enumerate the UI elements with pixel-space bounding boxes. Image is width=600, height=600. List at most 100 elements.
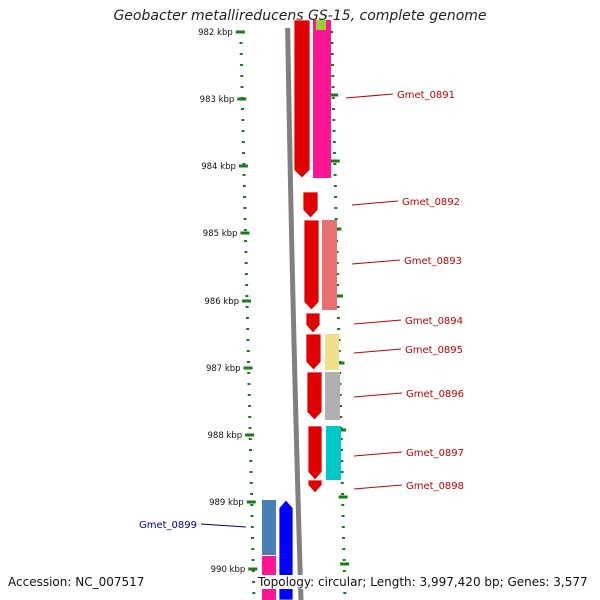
scale-dot-left bbox=[243, 207, 247, 209]
scale-dot-right bbox=[336, 284, 340, 286]
scale-dot-right bbox=[337, 350, 341, 352]
scale-dot-right bbox=[342, 570, 346, 572]
gene-label-leader bbox=[351, 259, 401, 265]
scale-dot-right bbox=[335, 262, 339, 264]
gene-label[interactable]: Gmet_0899 bbox=[139, 520, 197, 531]
scale-tick-label: 986 kbp bbox=[204, 297, 239, 307]
gene-label[interactable]: Gmet_0896 bbox=[406, 389, 464, 400]
scale-tick-label: 990 kbp bbox=[211, 565, 246, 575]
gene-label[interactable]: Gmet_0894 bbox=[405, 316, 463, 327]
scale-dot-left bbox=[241, 108, 245, 110]
scale-dot-left bbox=[251, 559, 255, 561]
scale-dot-left bbox=[249, 449, 252, 451]
scale-dot-left bbox=[242, 174, 246, 176]
scale-dot-left bbox=[241, 130, 245, 132]
scale-dot-right bbox=[330, 53, 334, 55]
scale-major-tick bbox=[333, 294, 343, 298]
gene-arrow[interactable] bbox=[307, 479, 323, 494]
scale-dot-right bbox=[334, 218, 338, 220]
scale-dot-right bbox=[334, 207, 338, 209]
scale-dot-left bbox=[241, 141, 245, 143]
gene-label[interactable]: Gmet_0898 bbox=[406, 481, 464, 492]
gene-arrow[interactable] bbox=[293, 19, 311, 179]
scale-dot-right bbox=[340, 460, 344, 462]
scale-dot-right bbox=[343, 592, 347, 594]
scale-major-tick bbox=[340, 562, 350, 566]
gene-partner-box[interactable] bbox=[325, 372, 340, 420]
scale-dot-left bbox=[242, 185, 246, 187]
scale-dot-left bbox=[249, 460, 253, 462]
scale-major-tick bbox=[246, 500, 256, 504]
scale-dot-right bbox=[338, 394, 342, 396]
scale-dot-right bbox=[330, 31, 334, 33]
scale-dot-left bbox=[246, 339, 250, 341]
gene-label-leader bbox=[351, 200, 399, 206]
scale-dot-left bbox=[252, 581, 256, 583]
gene-label-leader bbox=[353, 348, 402, 354]
scale-major-tick bbox=[337, 428, 347, 432]
scale-dot-right bbox=[332, 130, 336, 132]
scale-dot-left bbox=[239, 53, 243, 55]
gene-partner-box[interactable] bbox=[326, 426, 341, 480]
scale-dot-left bbox=[246, 361, 250, 363]
gene-arrow[interactable] bbox=[303, 219, 320, 311]
gene-arrow[interactable] bbox=[307, 425, 323, 481]
gene-partner-box[interactable] bbox=[313, 20, 331, 178]
scale-dot-left bbox=[249, 471, 253, 473]
scale-dot-left bbox=[250, 515, 254, 517]
scale-dot-left bbox=[240, 75, 244, 77]
scale-dot-right bbox=[332, 119, 336, 121]
scale-dot-left bbox=[251, 548, 255, 550]
scale-dot-left bbox=[245, 317, 249, 319]
gene-label-leader bbox=[353, 484, 403, 490]
scale-dot-right bbox=[342, 559, 346, 561]
scale-major-tick bbox=[243, 366, 253, 370]
gene-label[interactable]: Gmet_0891 bbox=[397, 90, 455, 101]
gene-partner-box[interactable] bbox=[262, 500, 276, 555]
scale-dot-left bbox=[243, 196, 247, 198]
scale-dot-right bbox=[341, 493, 345, 495]
gene-arrow[interactable] bbox=[305, 333, 322, 371]
scale-dot-left bbox=[245, 295, 249, 297]
gene-arrow[interactable] bbox=[302, 191, 319, 219]
scale-dot-left bbox=[241, 119, 245, 121]
scale-tick-label: 987 kbp bbox=[206, 364, 241, 374]
genome-backbone bbox=[285, 27, 304, 600]
scale-dot-left bbox=[245, 284, 249, 286]
scale-dot-right bbox=[335, 273, 339, 275]
gene-partner-box[interactable] bbox=[316, 20, 326, 30]
scale-dot-right bbox=[333, 185, 337, 187]
gene-label-leader bbox=[200, 523, 247, 528]
gene-arrow[interactable] bbox=[305, 312, 321, 334]
gene-label[interactable]: Gmet_0895 bbox=[405, 345, 463, 356]
scale-dot-right bbox=[341, 504, 345, 506]
scale-dot-right bbox=[336, 317, 340, 319]
scale-dot-right bbox=[340, 449, 343, 451]
scale-dot-left bbox=[240, 64, 244, 66]
scale-dot-left bbox=[247, 394, 251, 396]
gene-label[interactable]: Gmet_0892 bbox=[402, 197, 460, 208]
scale-tick-label: 984 kbp bbox=[201, 162, 236, 172]
scale-dot-left bbox=[251, 570, 255, 572]
scale-major-tick bbox=[329, 93, 339, 97]
gene-label[interactable]: Gmet_0893 bbox=[404, 256, 462, 267]
gene-partner-box[interactable] bbox=[325, 334, 339, 370]
scale-dot-left bbox=[242, 163, 246, 165]
scale-dot-right bbox=[341, 526, 345, 528]
scale-dot-left bbox=[247, 372, 251, 374]
scale-dot-left bbox=[250, 526, 254, 528]
scale-dot-left bbox=[245, 306, 249, 308]
scale-dot-right bbox=[340, 482, 344, 484]
map-title: Geobacter metallireducens GS-15, complet… bbox=[113, 8, 487, 24]
scale-tick-label: 983 kbp bbox=[200, 95, 235, 105]
scale-dot-right bbox=[331, 86, 335, 88]
gene-partner-box[interactable] bbox=[322, 220, 337, 310]
scale-dot-right bbox=[330, 42, 334, 44]
scale-dot-right bbox=[333, 152, 337, 154]
gene-label[interactable]: Gmet_0897 bbox=[406, 448, 464, 459]
gene-arrow[interactable] bbox=[306, 371, 323, 421]
scale-dot-right bbox=[331, 64, 335, 66]
scale-dot-left bbox=[244, 240, 248, 242]
scale-dot-right bbox=[331, 97, 335, 99]
